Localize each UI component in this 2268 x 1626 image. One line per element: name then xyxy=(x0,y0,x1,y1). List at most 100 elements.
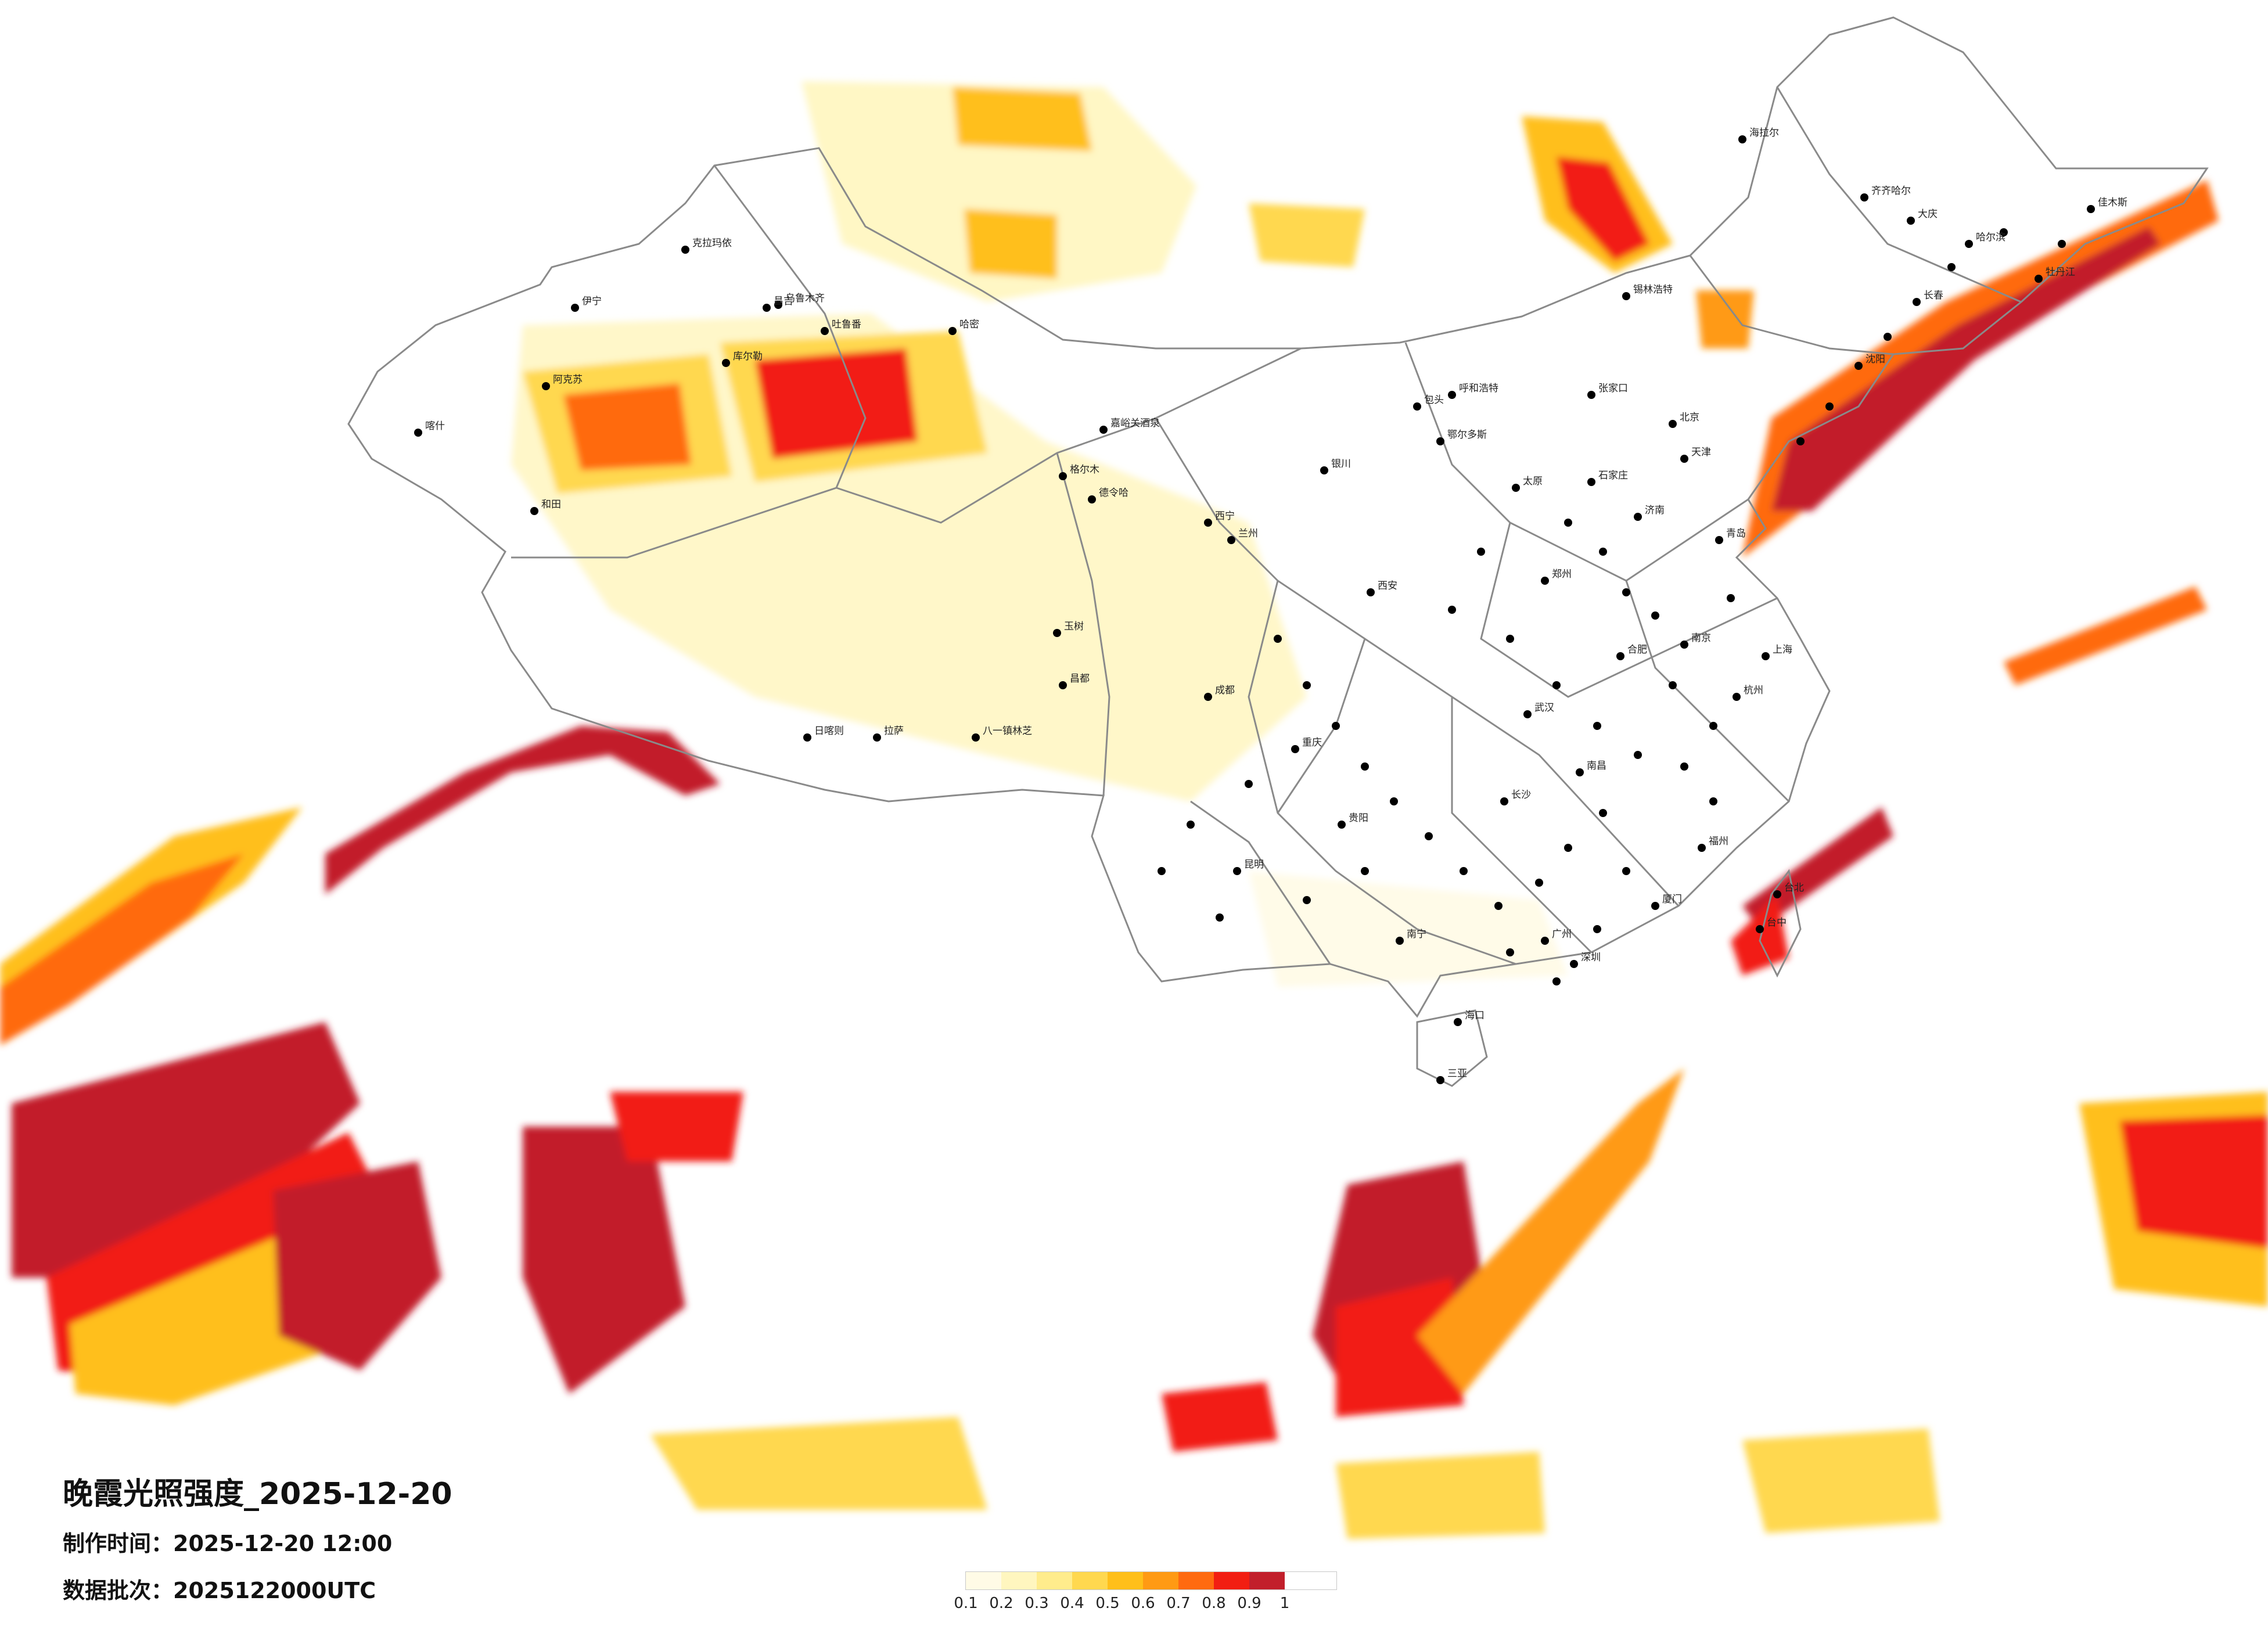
province-border xyxy=(1689,255,1894,355)
city-marker xyxy=(972,733,980,742)
city-marker xyxy=(1361,867,1369,875)
city-label: 鄂尔多斯 xyxy=(1447,429,1487,441)
province-border xyxy=(1625,580,1790,803)
city-label: 南京 xyxy=(1691,632,1711,644)
city-marker xyxy=(1622,292,1630,300)
city-marker xyxy=(1099,426,1108,434)
city-marker xyxy=(1651,611,1659,620)
data-batch: 数据批次：2025122000UTC xyxy=(63,1573,452,1605)
intensity-streak xyxy=(1731,894,1789,976)
city-marker xyxy=(1158,867,1166,875)
intensity-hotspot xyxy=(1557,157,1649,261)
city-label: 成都 xyxy=(1215,685,1235,696)
city-marker xyxy=(1454,1018,1462,1026)
city-label: 石家庄 xyxy=(1598,470,1628,481)
city-marker xyxy=(1622,588,1630,596)
city-label: 深圳 xyxy=(1581,952,1601,963)
city-label: 克拉玛依 xyxy=(692,238,732,249)
city-label: 三亚 xyxy=(1447,1068,1467,1080)
city-marker xyxy=(1320,466,1328,474)
city-marker xyxy=(1576,768,1584,776)
city-marker xyxy=(1204,519,1212,527)
legend-swatch xyxy=(1143,1572,1178,1589)
legend-tick-label: 1 xyxy=(1279,1595,1290,1612)
city-label: 广州 xyxy=(1552,929,1572,940)
intensity-band xyxy=(1417,1069,1684,1394)
city-label: 贵阳 xyxy=(1349,812,1368,824)
city-marker xyxy=(1913,298,1921,306)
city-marker xyxy=(1425,832,1433,840)
city-marker xyxy=(1448,606,1456,614)
intensity-hotspot xyxy=(964,209,1057,279)
city-marker xyxy=(1634,751,1642,759)
legend-swatch xyxy=(1001,1572,1037,1589)
legend-tick-label: 0.9 xyxy=(1237,1595,1261,1612)
intensity-hotspot xyxy=(1162,1382,1278,1452)
city-marker xyxy=(1088,495,1096,503)
city-marker xyxy=(1825,402,1834,411)
city-label: 太原 xyxy=(1523,476,1543,487)
legend-swatch xyxy=(966,1572,1001,1589)
city-marker xyxy=(1669,420,1677,428)
city-label: 天津 xyxy=(1691,447,1711,458)
city-label: 台中 xyxy=(1767,917,1787,929)
legend-tick-label: 0.3 xyxy=(1025,1595,1049,1612)
city-label: 玉树 xyxy=(1064,621,1084,632)
legend-colorbar xyxy=(965,1571,1337,1590)
taiwan-border xyxy=(1759,869,1802,978)
city-marker xyxy=(1396,937,1404,945)
city-marker xyxy=(1413,402,1421,411)
city-marker xyxy=(1303,681,1311,689)
city-label: 银川 xyxy=(1331,458,1351,470)
city-marker xyxy=(1762,652,1770,660)
low-intensity-area xyxy=(801,81,1196,302)
legend-swatch xyxy=(1072,1572,1108,1589)
intensity-hotspot xyxy=(2120,1115,2268,1249)
city-marker xyxy=(1303,896,1311,904)
city-marker xyxy=(1599,809,1607,817)
city-label: 海拉尔 xyxy=(1749,127,1779,139)
low-intensity-area xyxy=(1249,871,1568,987)
hainan-border xyxy=(1416,1009,1488,1087)
city-label: 库尔勒 xyxy=(733,351,763,362)
city-label: 杭州 xyxy=(1744,685,1763,696)
legend-tick-label: 0.2 xyxy=(989,1595,1013,1612)
city-marker xyxy=(1727,594,1735,602)
city-marker xyxy=(821,327,829,335)
city-label: 吐鲁番 xyxy=(832,319,861,330)
city-marker xyxy=(1477,548,1485,556)
city-label: 上海 xyxy=(1773,644,1792,656)
city-marker xyxy=(1245,780,1253,788)
intensity-hotspot xyxy=(12,1022,360,1278)
city-marker xyxy=(1500,797,1508,805)
city-label: 牡丹江 xyxy=(2046,267,2075,278)
city-marker xyxy=(414,429,422,437)
city-label: 德令哈 xyxy=(1099,487,1128,499)
city-marker xyxy=(1680,455,1688,463)
intensity-hotspot xyxy=(563,383,691,470)
city-marker xyxy=(803,733,811,742)
city-marker xyxy=(1367,588,1375,596)
city-label: 伊宁 xyxy=(582,296,602,307)
city-marker xyxy=(2035,275,2043,283)
boundaries xyxy=(347,16,2209,1087)
legend-tick-label: 0.8 xyxy=(1202,1595,1226,1612)
intensity-hotspot xyxy=(610,1092,743,1161)
city-label: 八一镇林芝 xyxy=(983,725,1032,737)
city-label: 昆明 xyxy=(1244,859,1264,870)
city-label: 齐齐哈尔 xyxy=(1871,185,1911,197)
city-marker xyxy=(1059,472,1067,480)
city-marker xyxy=(1680,641,1688,649)
city-marker xyxy=(1570,960,1578,968)
city-marker xyxy=(1494,902,1503,910)
intensity-band xyxy=(1771,226,2161,511)
city-marker xyxy=(2058,240,2066,248)
city-marker xyxy=(1390,797,1398,805)
city-marker xyxy=(1599,548,1607,556)
intensity-field xyxy=(0,81,2268,1539)
legend-tick-label: 0.4 xyxy=(1060,1595,1084,1612)
city-marker xyxy=(681,246,689,254)
city-marker xyxy=(1860,193,1868,202)
